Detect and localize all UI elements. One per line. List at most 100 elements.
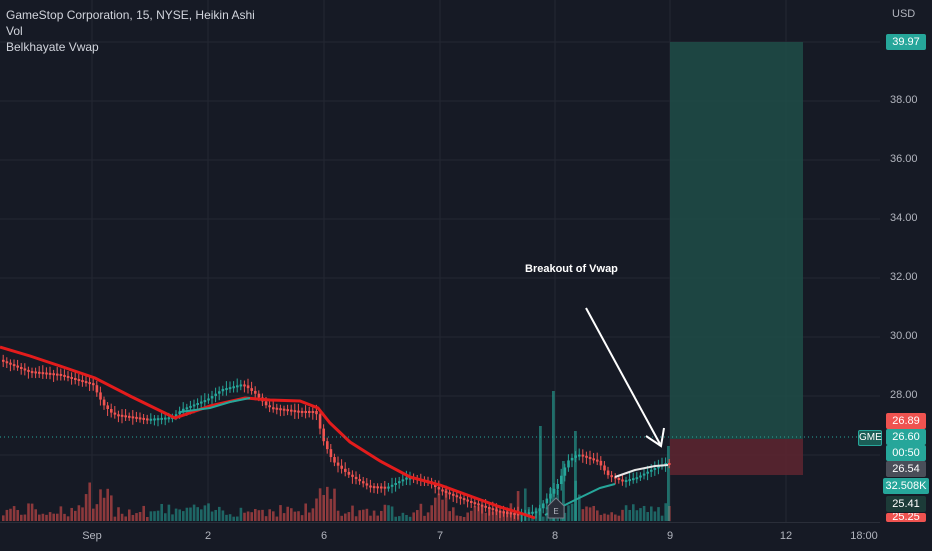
candle-body: [480, 504, 484, 507]
candle-body: [329, 449, 333, 458]
volume-bar: [344, 513, 347, 521]
candle-body: [516, 513, 520, 516]
candle-body: [617, 478, 621, 481]
volume-bar: [63, 513, 66, 521]
volume-bar: [300, 515, 304, 521]
volume-bar: [153, 511, 156, 521]
volume-bar: [426, 512, 430, 521]
volume-bar: [562, 461, 565, 521]
candle-body: [95, 385, 99, 393]
volume-bar: [365, 508, 369, 521]
candle-body: [300, 411, 304, 413]
candle-body: [376, 486, 379, 489]
candle-body: [34, 371, 37, 374]
volume-bar: [329, 498, 333, 521]
candle-body: [84, 381, 88, 384]
volume-bar: [484, 512, 487, 521]
candle-body: [506, 511, 509, 514]
volume-bar: [383, 504, 387, 521]
candle-body: [646, 471, 649, 474]
volume-bar: [95, 504, 99, 521]
volume-bar: [77, 505, 81, 521]
candle-body: [210, 396, 214, 399]
volume-bar: [264, 516, 268, 521]
volume-bar: [628, 509, 631, 521]
candle-body: [545, 498, 549, 504]
volume-bar: [588, 507, 592, 521]
candle-body: [401, 479, 405, 482]
candle-body: [70, 376, 73, 379]
candle-body: [650, 469, 653, 472]
volume-indicator-label[interactable]: Vol: [6, 24, 23, 38]
candle-body: [441, 489, 444, 492]
volume-bar: [239, 507, 243, 521]
volume-bar: [567, 505, 570, 521]
candle-body: [128, 415, 131, 418]
volume-bar: [113, 516, 117, 521]
currency-label[interactable]: USD: [892, 8, 916, 20]
candle-body: [232, 386, 235, 389]
volume-bar: [268, 509, 271, 521]
candle-body: [203, 400, 207, 403]
time-label: 6: [320, 530, 328, 542]
volume-bar: [398, 516, 401, 521]
volume-bar: [59, 506, 63, 521]
candle-body: [290, 409, 293, 412]
candle-body: [599, 460, 603, 466]
volume-bar: [236, 516, 239, 521]
volume-bar: [243, 512, 246, 521]
volume-bar: [318, 488, 322, 521]
candle-body: [653, 467, 657, 470]
price-axis[interactable]: USD 38.00 36.00 34.00 32.00 30.00 28.00 …: [880, 0, 932, 522]
price-chart[interactable]: E: [0, 0, 880, 522]
stop-loss-zone[interactable]: [670, 439, 803, 475]
svg-text:E: E: [553, 507, 558, 516]
volume-bar: [362, 509, 365, 521]
vwap-indicator-label[interactable]: Belkhayate Vwap: [6, 40, 99, 54]
candle-body: [214, 393, 217, 397]
earnings-event-icon[interactable]: E: [547, 497, 565, 519]
candle-body: [621, 479, 624, 482]
volume-bar: [459, 516, 462, 521]
time-label: 18:00: [850, 530, 878, 542]
profit-target-zone[interactable]: [670, 42, 803, 439]
candle-body: [102, 399, 106, 406]
volume-bar: [200, 509, 203, 521]
candle-body: [387, 486, 390, 489]
volume-bar: [606, 514, 610, 521]
candle-body: [77, 379, 81, 382]
annotation-text[interactable]: Breakout of Vwap: [525, 263, 618, 275]
volume-bar: [41, 513, 45, 521]
candle-body: [462, 498, 466, 501]
symbol-tag: GME: [858, 430, 882, 446]
volume-bar: [182, 511, 185, 521]
price-tick: 28.00: [890, 389, 918, 401]
volume-bar: [146, 516, 149, 521]
volume-bar: [257, 510, 261, 521]
time-axis[interactable]: Sep 2 6 7 8 9 12 18:00: [0, 522, 880, 551]
candle-body: [41, 372, 45, 375]
volume-bar: [246, 511, 250, 521]
volume-bar: [218, 506, 221, 521]
last-price-tag: 26.60: [886, 429, 926, 445]
candle-body: [200, 401, 203, 404]
time-label: 8: [551, 530, 559, 542]
volume-bar: [419, 503, 423, 521]
volume-bar: [99, 489, 102, 521]
candle-body: [225, 388, 228, 391]
target-price-tag: 39.97: [886, 34, 926, 50]
volume-bar: [516, 491, 520, 521]
candle-body: [405, 477, 408, 480]
volume-bar: [448, 511, 451, 521]
symbol-title[interactable]: GameStop Corporation, 15, NYSE, Heikin A…: [6, 8, 255, 22]
candle-body: [509, 512, 513, 515]
candle-body: [275, 407, 279, 410]
candle-body: [304, 411, 307, 413]
volume-bar: [207, 503, 210, 521]
arrow-annotation[interactable]: [585, 307, 665, 448]
candle-body: [92, 383, 95, 386]
volume-bar: [156, 510, 160, 521]
volume-bar: [66, 516, 70, 521]
volume-bar: [372, 510, 376, 521]
candle-body: [243, 384, 246, 387]
